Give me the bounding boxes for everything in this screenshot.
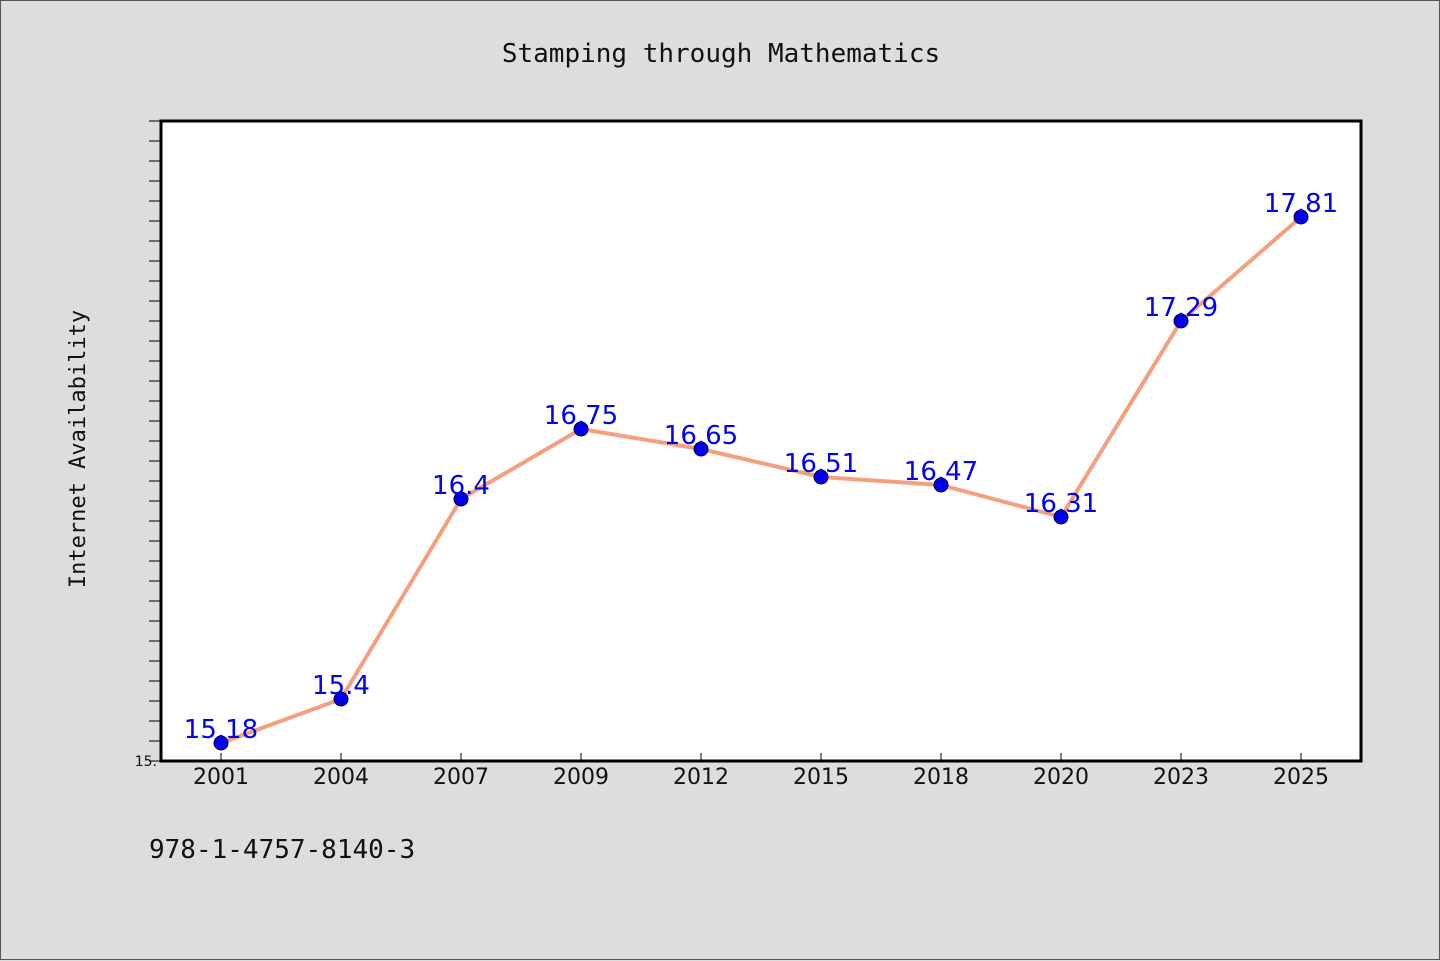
data-point xyxy=(933,477,949,493)
y-axis-label: Internet Availability xyxy=(66,310,91,588)
x-tick-label: 2012 xyxy=(673,765,729,790)
series-layer: 15.18 15.4 16.4 16.75 16.65 16.51 16.47 16.31 17… xyxy=(184,189,1338,751)
y-tick-label: 15. xyxy=(135,754,157,770)
data-label: 16.4 xyxy=(432,471,490,501)
data-point xyxy=(213,735,229,751)
x-tick-label: 2023 xyxy=(1153,765,1209,790)
data-point xyxy=(453,491,469,507)
x-tick-label: 2007 xyxy=(433,765,489,790)
series-line xyxy=(219,215,1303,745)
data-label: 17.81 xyxy=(1264,189,1338,219)
data-point xyxy=(1053,509,1069,525)
x-tick-label: 2004 xyxy=(313,765,369,790)
x-tick-label: 2009 xyxy=(553,765,609,790)
data-label: 16.51 xyxy=(784,449,858,479)
x-tick-label: 2001 xyxy=(193,765,249,790)
data-label: 16.75 xyxy=(544,401,618,431)
isbn-text: 978-1-4757-8140-3 xyxy=(149,835,416,865)
y-axis-ticks: 15. xyxy=(135,120,161,770)
data-point xyxy=(1173,313,1189,329)
data-point xyxy=(1293,209,1309,225)
data-label: 16.65 xyxy=(664,421,738,451)
x-tick-label: 2018 xyxy=(913,765,969,790)
x-tick-label: 2025 xyxy=(1273,765,1329,790)
x-axis-ticks: 2001 2004 2007 2009 2012 2015 2018 2020 2023 2025 xyxy=(193,753,1329,790)
data-point xyxy=(333,691,349,707)
data-label: 16.47 xyxy=(904,457,978,487)
data-label: 15.4 xyxy=(312,671,370,701)
chart-title: Stamping through Mathematics xyxy=(502,39,940,69)
plot-frame xyxy=(159,119,1363,763)
x-tick-label: 2015 xyxy=(793,765,849,790)
data-label: 17.29 xyxy=(1144,293,1218,323)
data-point xyxy=(813,469,829,485)
x-tick-label: 2020 xyxy=(1033,765,1089,790)
plot-area xyxy=(161,121,1361,761)
data-label: 16.31 xyxy=(1024,489,1098,519)
data-point xyxy=(693,441,709,457)
data-label: 15.18 xyxy=(184,715,258,745)
data-point xyxy=(573,421,589,437)
